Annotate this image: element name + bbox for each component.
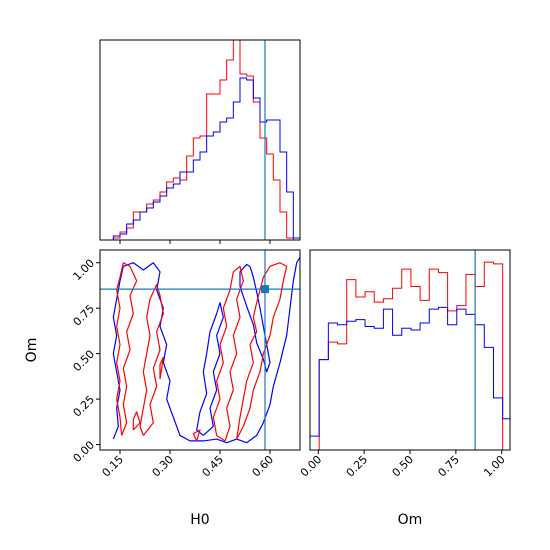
contour-line xyxy=(159,356,164,380)
hist-om-x-tick-label: 1.00 xyxy=(481,453,508,480)
hist-om-plot-area xyxy=(310,250,510,450)
hist-om-x-tick-label: 0.50 xyxy=(390,453,417,480)
contour-y-tick-label: 0.50 xyxy=(71,348,98,375)
contour-line xyxy=(139,283,164,436)
contour-y-tick-label: 0.25 xyxy=(71,393,98,420)
hist-h0-series xyxy=(100,40,300,240)
contour-line xyxy=(132,411,141,431)
contour-x-tick-label: 0.45 xyxy=(200,453,227,480)
contour-y-tick-label: 0.00 xyxy=(71,438,98,465)
hist-h0-plot-area xyxy=(100,40,300,240)
contour-x-tick-label: 0.15 xyxy=(100,453,127,480)
contour-line xyxy=(196,302,224,436)
contour-y-tick-label: 0.75 xyxy=(71,302,98,329)
contour-plot-area xyxy=(100,250,300,450)
hist-om-x-tick-label: 0.00 xyxy=(298,453,325,480)
hist-om-x-tick-label: 0.75 xyxy=(435,453,462,480)
x-axis-label-om: Om xyxy=(398,512,423,528)
contour-line xyxy=(192,429,201,442)
panel-contour-h0-om: 0.15 0.30 0.45 0.60 0.00 0.25 0.50 0.75 1.00 xyxy=(71,249,301,480)
y-axis-label-om: Om xyxy=(24,338,40,363)
contour-x-tick-label: 0.60 xyxy=(250,453,277,480)
truth-marker xyxy=(261,285,269,294)
hist-om-series xyxy=(310,306,510,450)
axes-frame xyxy=(99,39,301,241)
contour-x-tick-label: 0.30 xyxy=(150,453,177,480)
x-axis-label-h0: H0 xyxy=(190,512,209,528)
hist-h0-series xyxy=(100,77,300,240)
contour-y-tick-label: 1.00 xyxy=(71,257,98,284)
axes-frame xyxy=(99,249,301,451)
panel-hist-h0 xyxy=(99,39,301,244)
hist-om-series xyxy=(310,261,510,450)
contour-line xyxy=(112,256,300,444)
axes-frame xyxy=(309,249,511,451)
panel-hist-om: 0.00 0.25 0.50 0.75 1.00 xyxy=(298,249,511,480)
contour-line xyxy=(212,265,244,442)
contour-line xyxy=(236,262,288,440)
hist-om-x-tick-label: 0.25 xyxy=(344,453,371,480)
contour-line xyxy=(116,262,138,436)
